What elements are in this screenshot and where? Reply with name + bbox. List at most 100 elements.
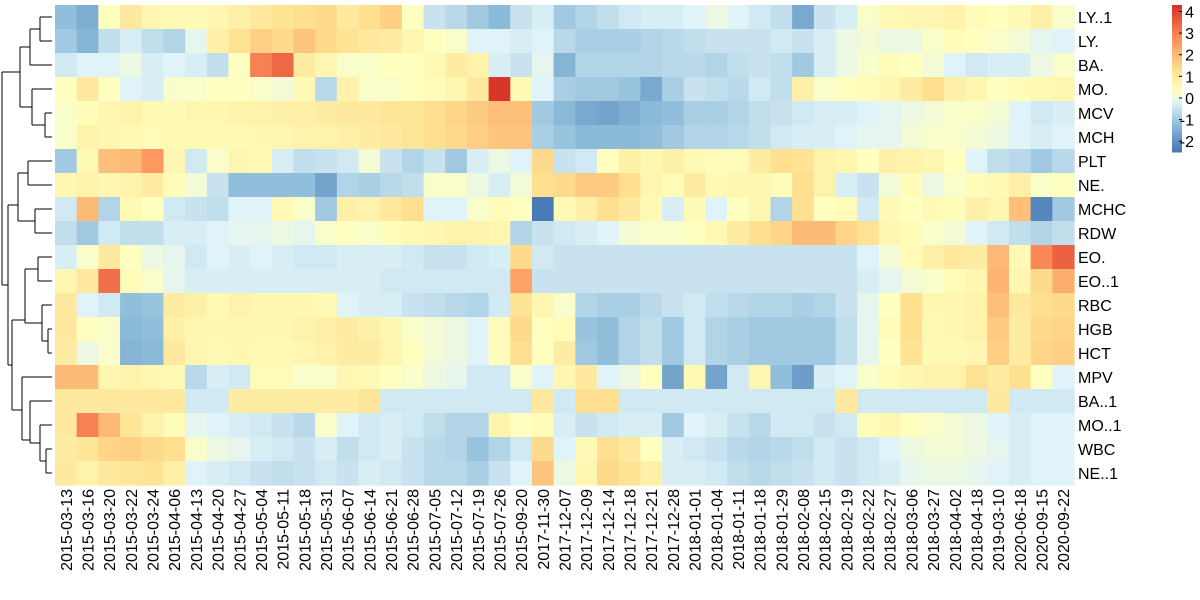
heatmap-cell xyxy=(835,5,858,30)
heatmap-cell xyxy=(597,293,620,318)
heatmap-cell xyxy=(401,269,425,294)
heatmap-cell xyxy=(943,389,967,414)
heatmap-cell xyxy=(1052,389,1075,414)
heatmap-cell xyxy=(792,461,815,486)
heatmap-cell xyxy=(900,221,923,246)
heatmap-cell xyxy=(618,77,641,102)
heatmap-cell xyxy=(55,245,78,270)
heatmap-cell xyxy=(55,365,78,390)
heatmap-cell xyxy=(1052,245,1075,270)
heatmap-cell xyxy=(315,317,338,342)
column-label: 2019-03-10 xyxy=(991,489,1008,571)
row-label: WBC xyxy=(1078,442,1115,459)
row-labels: LY..1 LY. BA. MO. MCV MCH PLT NE. MCHC RDW EO. EO..… xyxy=(1078,10,1126,483)
heatmap-cell xyxy=(466,269,490,294)
heatmap-cell xyxy=(120,125,143,150)
heatmap-cell xyxy=(76,389,99,414)
heatmap-cell xyxy=(423,149,446,174)
heatmap-cell xyxy=(120,197,143,222)
heatmap-cell xyxy=(640,125,663,150)
heatmap-cell xyxy=(336,5,360,30)
heatmap-cell xyxy=(120,77,143,102)
legend-color-step xyxy=(1172,143,1182,147)
heatmap-cell xyxy=(835,125,858,150)
row-label: NE..1 xyxy=(1078,466,1118,483)
legend-color-step xyxy=(1172,44,1182,48)
heatmap-cell xyxy=(120,317,143,342)
heatmap-cell xyxy=(336,389,360,414)
heatmap-cell xyxy=(575,341,598,366)
color-legend: 4 3 2 1 0 -1 -2 xyxy=(1172,4,1194,153)
heatmap-cell xyxy=(857,101,880,126)
heatmap-cell xyxy=(683,53,707,78)
heatmap-cell xyxy=(575,389,598,414)
heatmap-cell xyxy=(900,77,923,102)
heatmap-cell xyxy=(380,77,403,102)
heatmap-cell xyxy=(857,317,880,342)
row-label: HCT xyxy=(1078,346,1111,363)
heatmap-cell xyxy=(423,101,446,126)
heatmap-cell xyxy=(423,197,446,222)
heatmap-cell xyxy=(683,149,707,174)
heatmap-cell xyxy=(141,389,164,414)
heatmap-cell xyxy=(510,125,533,150)
heatmap-cell xyxy=(597,245,620,270)
heatmap-cell xyxy=(228,29,251,54)
heatmap-cell xyxy=(857,77,880,102)
heatmap-cell xyxy=(55,77,78,102)
heatmap-cell xyxy=(141,461,164,486)
heatmap-cell xyxy=(618,269,641,294)
heatmap-cell xyxy=(185,53,208,78)
heatmap-cell xyxy=(401,413,425,438)
legend-color-step xyxy=(1172,5,1182,8)
heatmap-cell xyxy=(1030,53,1053,78)
heatmap-cell xyxy=(878,29,902,54)
legend-color-step xyxy=(1172,65,1182,69)
heatmap-cell xyxy=(510,53,533,78)
heatmap-cell xyxy=(293,365,316,390)
heatmap-cell xyxy=(141,317,164,342)
heatmap-cell xyxy=(358,101,381,126)
column-label: 2017-12-14 xyxy=(601,489,618,571)
heatmap-cell xyxy=(727,53,750,78)
heatmap-cell xyxy=(141,341,164,366)
heatmap-cell xyxy=(748,101,772,126)
heatmap-cell xyxy=(185,197,208,222)
heatmap-cell xyxy=(987,53,1010,78)
heatmap-cell xyxy=(531,317,555,342)
heatmap-cell xyxy=(770,269,793,294)
heatmap-cell xyxy=(228,221,251,246)
heatmap-cell xyxy=(575,53,598,78)
heatmap-cell xyxy=(618,413,641,438)
heatmap-cell xyxy=(1008,413,1032,438)
heatmap-cell xyxy=(597,389,620,414)
heatmap-cell xyxy=(488,77,511,102)
heatmap-cell xyxy=(922,125,945,150)
heatmap-cell xyxy=(510,413,533,438)
heatmap-cell xyxy=(228,293,251,318)
heatmap-cell xyxy=(553,5,576,30)
heatmap-cell xyxy=(488,269,511,294)
heatmap-cell xyxy=(380,341,403,366)
heatmap-cell xyxy=(163,77,186,102)
column-label: 2017-12-28 xyxy=(666,489,683,571)
column-label: 2018-01-01 xyxy=(688,489,705,571)
row-label: NE. xyxy=(1078,178,1105,195)
heatmap-cell xyxy=(336,101,360,126)
column-label: 2018-02-15 xyxy=(818,489,835,571)
heatmap-cell xyxy=(358,221,381,246)
legend-color-step xyxy=(1172,91,1182,94)
heatmap-cell xyxy=(705,461,728,486)
heatmap-cell xyxy=(943,125,967,150)
heatmap-cell xyxy=(705,437,728,462)
heatmap-cell xyxy=(965,245,988,270)
heatmap-cell xyxy=(878,77,902,102)
heatmap-cell xyxy=(250,437,273,462)
heatmap-cell xyxy=(315,437,338,462)
heatmap-cell xyxy=(466,245,490,270)
heatmap-cell xyxy=(98,245,121,270)
legend-color-step xyxy=(1172,26,1182,29)
heatmap-cell xyxy=(705,245,728,270)
heatmap-cell xyxy=(835,269,858,294)
